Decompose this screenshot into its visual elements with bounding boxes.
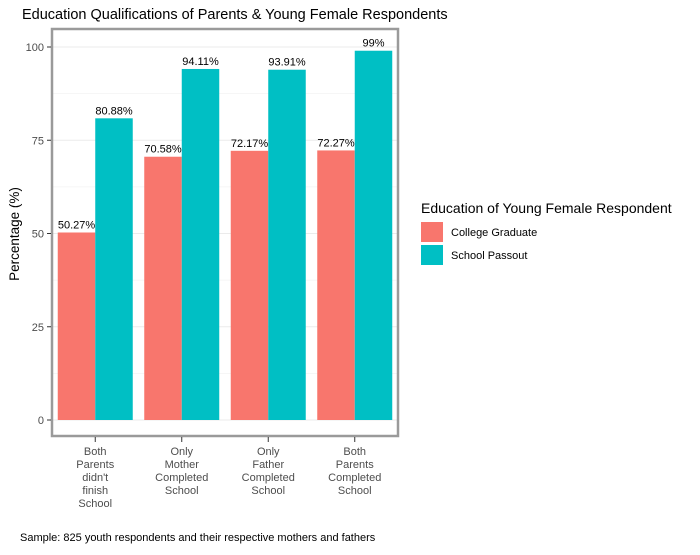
legend-swatch: [421, 245, 443, 265]
bar-school-passout: [181, 68, 220, 421]
legend-title: Education of Young Female Respondent: [421, 200, 672, 216]
chart-title: Education Qualifications of Parents & Yo…: [22, 7, 448, 23]
x-tick-label-line: Father: [252, 459, 284, 471]
bar-college-graduate: [57, 232, 96, 420]
legend-items: College Graduate School Passout: [421, 222, 537, 265]
x-tick-label-line: Parents: [336, 459, 374, 471]
data-label: 72.17%: [231, 138, 269, 150]
x-tick-label-line: Both: [343, 446, 366, 458]
y-tick-label: 75: [32, 135, 44, 147]
x-tick-label-line: School: [78, 498, 112, 510]
data-label: 93.91%: [268, 57, 306, 69]
legend-swatch: [421, 222, 443, 242]
data-label: 72.27%: [317, 137, 355, 149]
data-label: 94.11%: [182, 56, 219, 68]
bar-college-graduate: [317, 150, 355, 420]
legend-label: College Graduate: [451, 227, 537, 239]
chart-caption: Sample: 825 youth respondents and their …: [20, 532, 376, 544]
x-tick-label: Both Parents didn't finish School: [76, 446, 114, 510]
x-tick-label-line: Only: [170, 446, 193, 458]
data-labels-layer: 50.27% 80.88% 70.58% 94.11% 72.17% 93.91% 72.2…: [58, 38, 385, 232]
data-label: 99%: [362, 38, 384, 50]
legend: Education of Young Female Respondent Col…: [421, 200, 672, 265]
x-tick-label-line: finish: [82, 485, 108, 497]
x-tick-label-line: School: [338, 485, 372, 497]
bar-school-passout: [95, 118, 133, 420]
x-tick-label-line: didn't: [82, 472, 108, 484]
data-label: 70.58%: [144, 144, 182, 156]
y-axis: 0 25 50 75 100: [26, 42, 51, 427]
y-axis-label: Percentage (%): [7, 187, 22, 281]
x-tick-label-line: Completed: [242, 472, 295, 484]
x-tick-label-line: School: [165, 485, 199, 497]
x-tick-label-line: Both: [84, 446, 107, 458]
y-tick-label: 50: [32, 229, 44, 241]
legend-label: School Passout: [451, 250, 527, 262]
bar-school-passout: [268, 69, 306, 420]
x-tick-label-line: Mother: [165, 459, 200, 471]
x-tick-label-line: Only: [257, 446, 280, 458]
x-tick-label-line: School: [251, 485, 285, 497]
bars-layer: [57, 50, 393, 421]
data-label: 80.88%: [95, 105, 133, 117]
x-tick-label: Only Mother Completed School: [155, 446, 208, 497]
plot-panel-border: [50, 27, 400, 438]
x-tick-label: Both Parents Completed School: [328, 446, 381, 497]
bar-college-graduate: [144, 156, 182, 420]
bar-school-passout: [354, 50, 393, 420]
y-tick-label: 0: [38, 415, 44, 427]
data-label: 50.27%: [58, 219, 96, 231]
bar-college-graduate: [230, 150, 269, 420]
x-tick-label-line: Completed: [155, 472, 208, 484]
x-tick-label-line: Completed: [328, 472, 381, 484]
y-tick-label: 100: [26, 42, 44, 54]
x-tick-label: Only Father Completed School: [242, 446, 295, 497]
x-tick-label-line: Parents: [76, 459, 114, 471]
y-tick-label: 25: [32, 322, 44, 334]
